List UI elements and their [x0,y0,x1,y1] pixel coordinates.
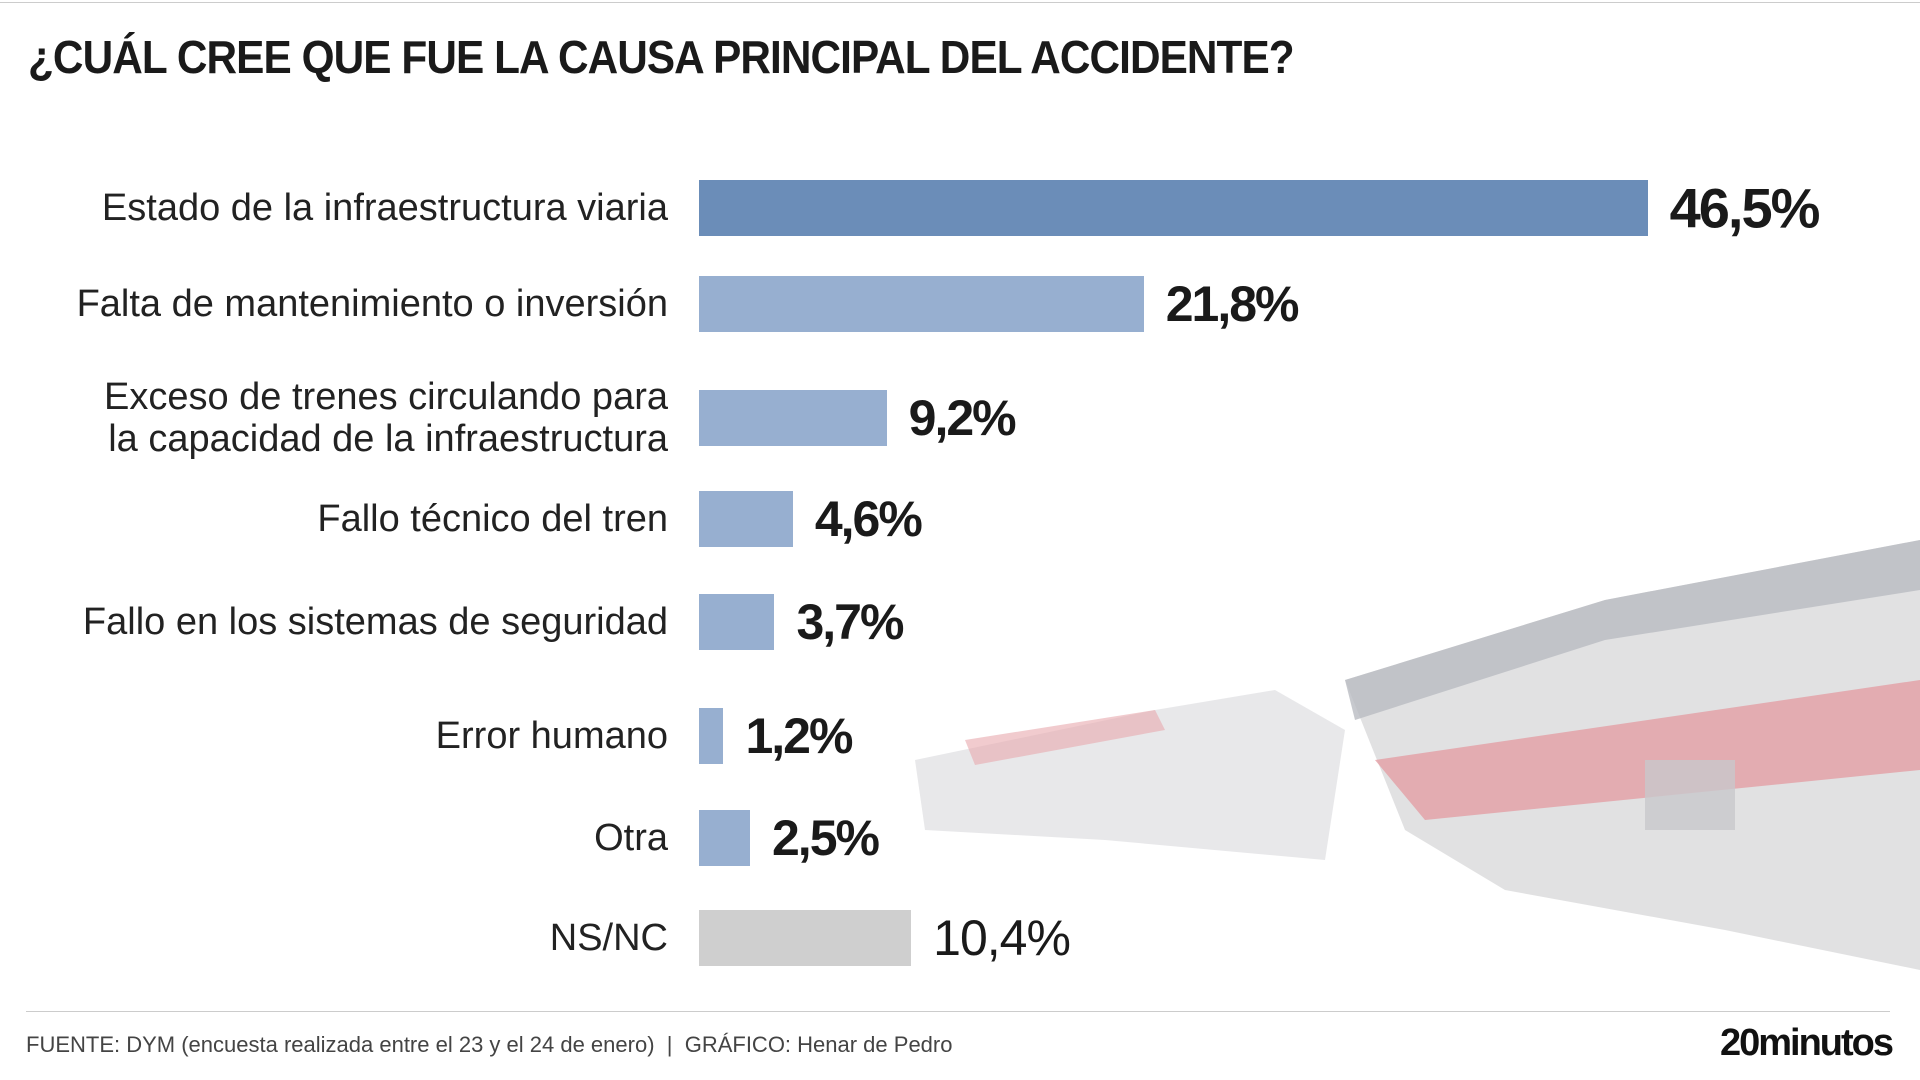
value-label: 21,8% [1165,276,1300,332]
category-label: Otra [594,817,668,859]
source: FUENTE: DYM (encuesta realizada entre el… [26,1032,655,1057]
category-label: Estado de la infraestructura viaria [101,187,668,229]
bar [699,810,750,866]
logo: 20minutos [1719,1022,1894,1064]
value-label: 9,2% [908,390,1017,446]
value-label: 4,6% [814,491,923,547]
bar [699,276,1144,332]
bar [699,390,887,446]
bar [699,180,1648,236]
value-label: 10,4% [933,910,1071,966]
top-rule [0,2,1920,3]
bar [699,491,793,547]
value-label: 1,2% [745,708,853,764]
category-label: NS/NC [549,917,668,959]
category-label: Exceso de trenes circulando para la capa… [104,376,668,460]
bar [699,594,775,650]
credit: GRÁFICO: Henar de Pedro [684,1032,953,1057]
bottom-rule [26,1011,1890,1012]
category-label: Error humano [435,715,668,757]
bar [699,910,912,966]
chart-title: ¿CUÁL CREE QUE FUE LA CAUSA PRINCIPAL DE… [28,31,1295,83]
footer: FUENTE: DYM (encuesta realizada entre el… [26,1032,952,1058]
separator: | [654,1032,685,1057]
value-label: 46,5% [1669,176,1821,240]
train-photo [915,540,1920,970]
bar [699,708,724,764]
category-label: Falta de mantenimiento o inversión [76,283,668,325]
category-label: Fallo en los sistemas de seguridad [82,601,668,643]
category-label: Fallo técnico del tren [317,498,668,540]
value-label: 2,5% [772,810,880,866]
value-label: 3,7% [796,594,904,650]
